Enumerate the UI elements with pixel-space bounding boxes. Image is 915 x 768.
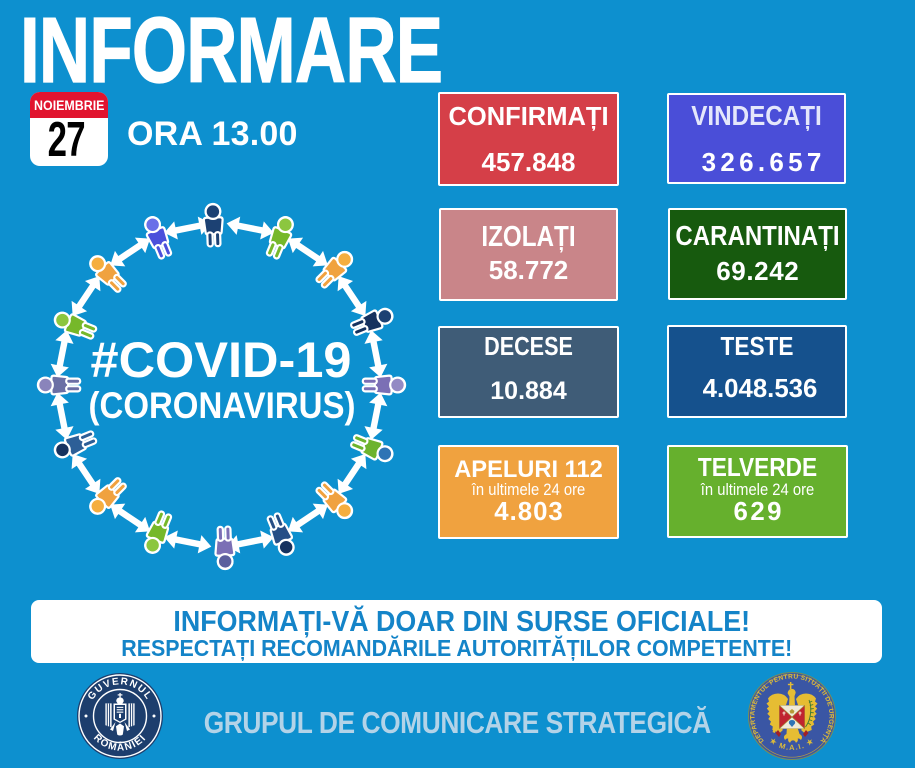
- svg-text:(CORONAVIRUS): (CORONAVIRUS): [89, 385, 356, 426]
- svg-text:#COVID-19: #COVID-19: [91, 332, 352, 388]
